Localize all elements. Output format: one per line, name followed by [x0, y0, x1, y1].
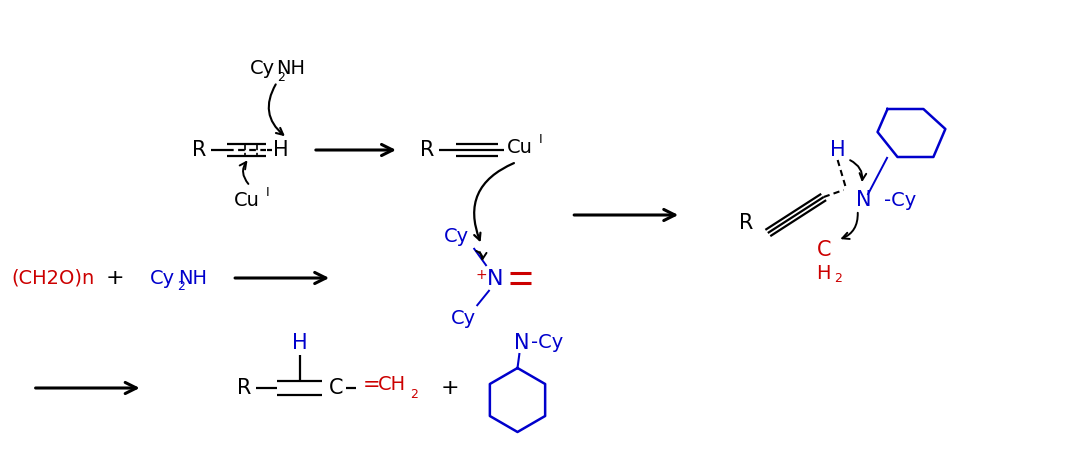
Text: +: +: [105, 268, 124, 288]
Text: H: H: [273, 140, 289, 160]
Text: I: I: [539, 133, 542, 146]
Text: =: =: [363, 375, 381, 395]
Text: N: N: [487, 269, 503, 289]
Text: -Cy: -Cy: [531, 334, 564, 352]
Text: Cy: Cy: [451, 308, 476, 328]
Text: Cu: Cu: [507, 138, 532, 157]
Text: C: C: [328, 378, 343, 398]
Text: H: H: [816, 264, 831, 282]
Text: 2: 2: [409, 387, 418, 400]
Text: 2: 2: [278, 70, 285, 84]
Text: NH: NH: [276, 58, 306, 78]
Text: Cy: Cy: [150, 268, 175, 288]
Text: +: +: [476, 268, 487, 282]
Text: (CH2O)n: (CH2O)n: [11, 268, 94, 288]
Text: -Cy: -Cy: [885, 190, 917, 210]
Text: H: H: [293, 333, 308, 353]
Text: Cy: Cy: [249, 58, 274, 78]
Text: Cu: Cu: [234, 190, 260, 210]
Text: 2: 2: [177, 281, 186, 293]
Text: H: H: [829, 140, 846, 160]
Text: R: R: [192, 140, 206, 160]
Text: N: N: [855, 190, 872, 210]
Text: 2: 2: [834, 273, 841, 285]
Text: Cy: Cy: [444, 227, 469, 245]
Text: I: I: [266, 186, 269, 198]
Text: +: +: [441, 378, 459, 398]
Text: C: C: [816, 240, 831, 260]
Text: N: N: [514, 333, 529, 353]
Text: CH: CH: [378, 376, 406, 394]
Text: R: R: [419, 140, 434, 160]
Text: R: R: [237, 378, 252, 398]
Text: R: R: [739, 213, 753, 233]
Text: NH: NH: [178, 268, 207, 288]
